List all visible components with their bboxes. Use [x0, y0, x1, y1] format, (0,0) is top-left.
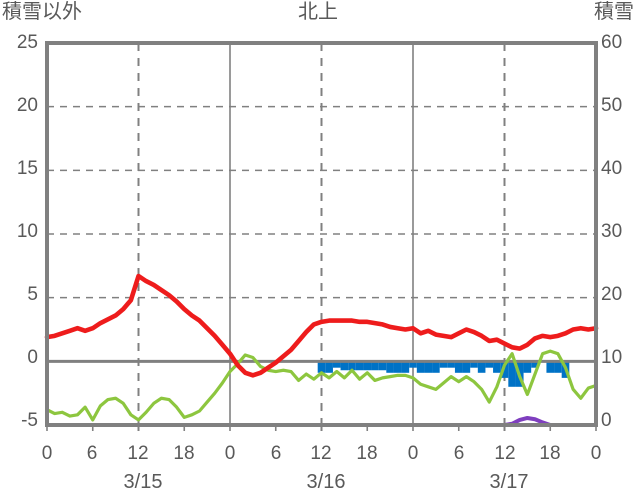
y-tick-right-2: 40 [601, 158, 623, 179]
x-tick-0: 0 [41, 443, 53, 464]
x-tick-1: 6 [86, 443, 98, 464]
day-label-2: 3/17 [489, 471, 529, 493]
x-tick-12: 0 [590, 443, 602, 464]
y-tick-right-0: 60 [601, 32, 623, 53]
y-tick-left-6: -5 [21, 410, 38, 431]
y-tick-left-4: 5 [27, 284, 38, 305]
day-label-0: 3/15 [123, 471, 163, 493]
day-label-1: 3/16 [306, 471, 346, 493]
y-tick-right-3: 30 [601, 221, 623, 242]
x-tick-2: 12 [127, 443, 149, 464]
x-tick-10: 12 [494, 443, 516, 464]
left-axis-title: 積雪以外 [2, 1, 82, 23]
y-tick-right-4: 20 [601, 284, 623, 305]
x-tick-11: 18 [539, 443, 561, 464]
y-tick-left-5: 0 [27, 347, 38, 368]
y-tick-right-6: 0 [601, 410, 612, 431]
y-tick-left-1: 20 [16, 95, 38, 116]
dewpoint-line [45, 349, 598, 422]
x-tick-8: 0 [407, 443, 419, 464]
x-tick-7: 18 [356, 443, 378, 464]
x-tick-3: 18 [173, 443, 195, 464]
x-tick-5: 6 [270, 443, 282, 464]
chart-title: 北上 [298, 1, 338, 23]
plot-frame [45, 41, 598, 431]
y-tick-right-5: 10 [601, 347, 623, 368]
y-tick-left-2: 15 [16, 158, 38, 179]
x-tick-6: 12 [310, 443, 332, 464]
right-axis-title: 積雪 [594, 1, 634, 23]
temperature-line [44, 273, 599, 378]
y-tick-left-3: 10 [16, 221, 38, 242]
y-tick-right-1: 50 [601, 95, 623, 116]
y-tick-left-0: 25 [16, 32, 38, 53]
x-tick-4: 0 [224, 443, 236, 464]
x-tick-9: 6 [453, 443, 465, 464]
